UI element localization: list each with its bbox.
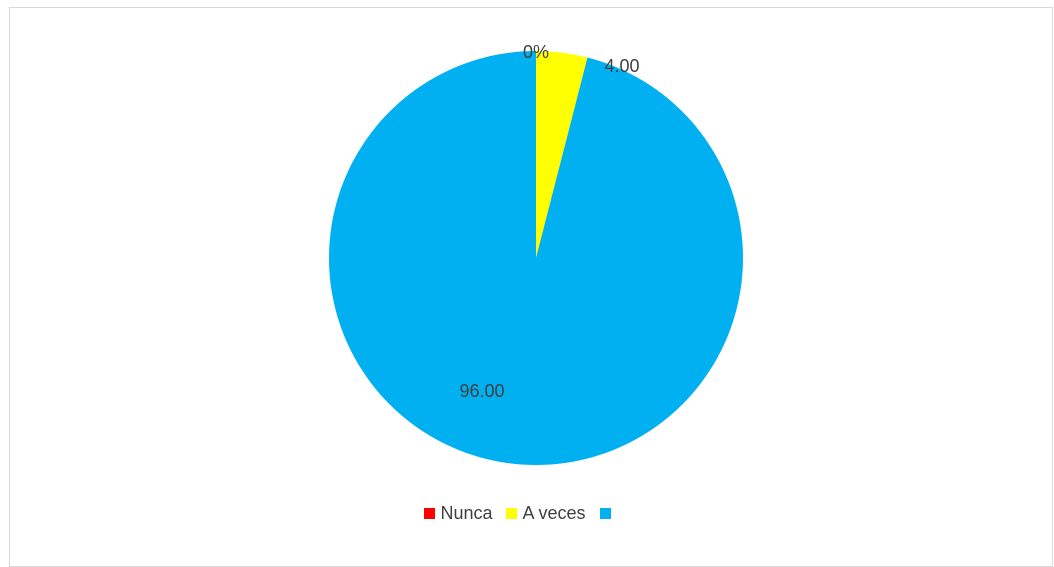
legend: Nunca A veces [0,503,1054,524]
pie-slice-a-veces [536,51,588,258]
legend-label-nunca: Nunca [440,503,493,523]
pie-slice-series-2 [329,51,743,465]
legend-swatch-third [599,508,611,519]
pie-data-labels: 0% 4.00 96.00 [459,42,639,401]
legend-swatch-a-veces [506,508,518,519]
legend-label-a-veces: A veces [522,503,586,523]
legend-swatch-nunca [424,508,436,519]
pie-slices [329,51,743,465]
legend-item-a-veces: A veces [506,503,586,524]
legend-item-nunca: Nunca [424,503,492,524]
data-label-third-slice: 96.00 [459,381,504,401]
data-label-nunca: 0% [523,42,549,62]
pie-chart: 0% 4.00 96.00 [329,42,743,465]
legend-item-third [599,508,616,519]
data-label-a-veces: 4.00 [604,56,639,76]
